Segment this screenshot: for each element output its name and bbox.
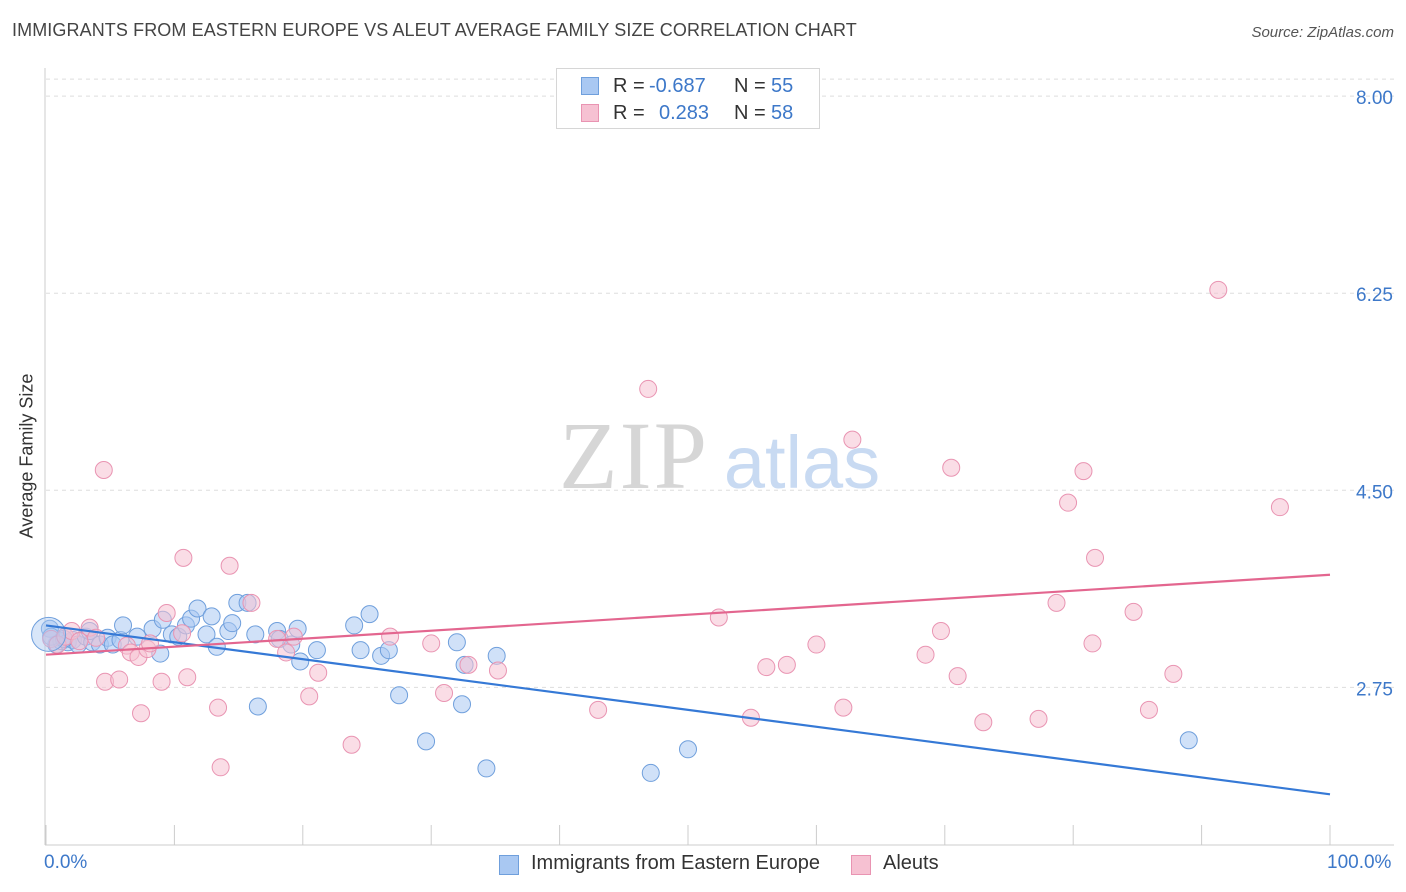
pink-point	[1209, 280, 1228, 299]
x-tick-label-end: 100.0%	[1327, 852, 1392, 873]
blue-point	[417, 732, 436, 751]
blue-point	[202, 607, 221, 626]
blue-point	[390, 686, 409, 705]
legend-label: Immigrants from Eastern Europe	[531, 852, 820, 874]
pink-trend-line	[45, 573, 1331, 656]
correlation-legend: R = -0.687 N = 55 R = 0.283 N = 58	[556, 68, 820, 129]
pink-point	[931, 622, 950, 641]
pink-point	[589, 700, 608, 719]
legend-r-value: -0.687	[649, 75, 706, 97]
blue-point	[307, 641, 326, 660]
pink-point	[220, 556, 239, 575]
pink-point	[916, 645, 935, 664]
source-label: Source: ZipAtlas.com	[1251, 24, 1394, 41]
pink-point	[1086, 548, 1105, 567]
legend-swatch-blue	[581, 77, 599, 95]
pink-point	[152, 672, 171, 691]
pink-point	[94, 461, 113, 480]
blue-point	[360, 605, 379, 624]
pink-point	[342, 735, 361, 754]
blue-point	[197, 625, 216, 644]
y-tick-label: 2.75	[1356, 679, 1393, 700]
blue-point	[345, 616, 364, 635]
trend-lines	[45, 573, 1331, 796]
legend-swatch-pink	[851, 855, 871, 875]
pink-point	[834, 698, 853, 717]
pink-point	[843, 430, 862, 449]
legend-r-value: 0.283	[659, 102, 710, 124]
pink-point	[1047, 593, 1066, 612]
pink-point	[1139, 700, 1158, 719]
blue-point	[114, 616, 133, 635]
pink-point	[178, 668, 197, 687]
blue-point	[477, 759, 496, 778]
blue-point	[246, 625, 265, 644]
pink-point	[974, 713, 993, 732]
pink-point	[300, 687, 319, 706]
y-tick-labels: 2.75 4.50 6.25 8.00	[1356, 88, 1393, 700]
pink-point	[807, 635, 826, 654]
legend-n-value: 58	[771, 102, 794, 124]
y-tick-label: 8.00	[1356, 88, 1393, 109]
blue-point	[223, 614, 242, 633]
pink-point	[132, 704, 151, 723]
legend-r-label: R =	[613, 75, 645, 97]
axes	[44, 68, 1394, 846]
pink-point	[173, 624, 192, 643]
blue-point	[188, 599, 207, 618]
pink-point	[948, 667, 967, 686]
pink-point	[435, 683, 454, 702]
blue-trend-line	[45, 624, 1331, 796]
y-tick-label: 4.50	[1356, 482, 1393, 503]
pink-point	[422, 634, 441, 653]
pink-point	[942, 458, 961, 477]
chart-title: IMMIGRANTS FROM EASTERN EUROPE VS ALEUT …	[12, 20, 857, 40]
watermark: ZIP atlas	[559, 402, 880, 509]
pink-point	[381, 627, 400, 646]
legend-swatch-blue	[499, 855, 519, 875]
legend-n-label: N =	[734, 102, 766, 124]
pink-point	[209, 698, 228, 717]
blue-point-cluster	[31, 616, 67, 652]
pink-point	[242, 593, 261, 612]
legend-n-value: 55	[771, 75, 794, 97]
pink-point	[211, 758, 230, 777]
pink-point	[284, 627, 303, 646]
pink-point	[488, 661, 507, 680]
pink-point	[1059, 493, 1078, 512]
legend-swatch-pink	[581, 104, 599, 122]
pink-point	[1124, 602, 1143, 621]
pink-point	[110, 670, 129, 689]
y-tick-label: 6.25	[1356, 285, 1393, 306]
blue-point	[447, 633, 466, 652]
blue-point	[641, 763, 660, 782]
blue-point	[453, 695, 472, 714]
blue-point	[248, 697, 267, 716]
pink-point	[309, 663, 328, 682]
pink-point	[157, 604, 176, 623]
pink-point	[174, 548, 193, 567]
x-tick-label-start: 0.0%	[44, 852, 88, 873]
y-axis-title: Average Family Size	[16, 373, 37, 539]
pink-point	[777, 655, 796, 674]
pink-point	[1074, 462, 1093, 481]
legend-r-label: R =	[613, 102, 645, 124]
blue-point	[1179, 731, 1198, 750]
pink-point	[639, 379, 658, 398]
watermark-zip: ZIP	[559, 402, 709, 509]
legend-label: Aleuts	[883, 852, 939, 874]
pink-point	[757, 658, 776, 677]
pink-point	[1083, 634, 1102, 653]
pink-point	[1270, 498, 1289, 517]
blue-point	[679, 740, 697, 759]
pink-point	[1029, 709, 1048, 728]
pink-point	[459, 655, 478, 674]
pink-point	[1164, 664, 1183, 683]
blue-point	[351, 641, 370, 660]
legend-n-label: N =	[734, 75, 766, 97]
